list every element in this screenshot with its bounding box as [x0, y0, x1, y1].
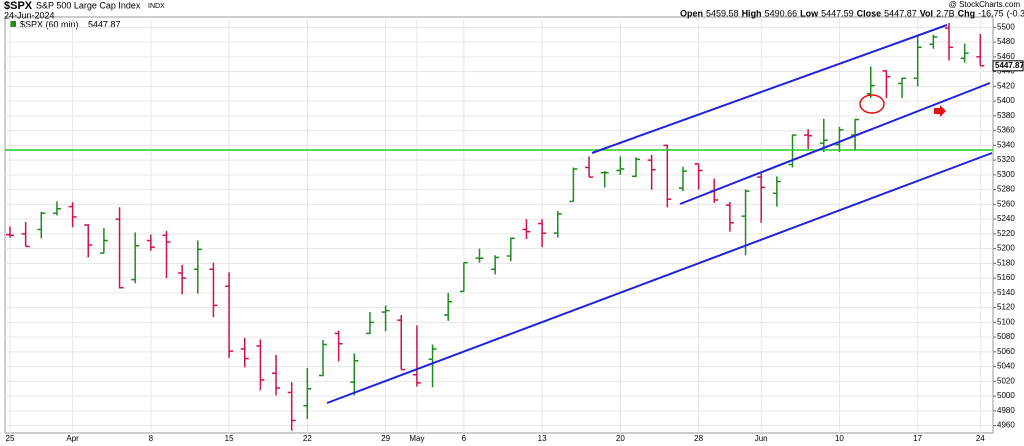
y-tick-label: 4960 — [997, 421, 1015, 430]
y-tick-label: 5360 — [997, 126, 1015, 135]
y-tick-label: 5140 — [997, 288, 1015, 297]
x-tick-label: 10 — [835, 434, 844, 443]
legend-swatch — [10, 21, 16, 27]
y-tick-label: 5000 — [997, 391, 1015, 400]
y-tick-label: 5300 — [997, 170, 1015, 179]
circle-annotation — [859, 94, 885, 114]
x-tick-label: 29 — [381, 434, 390, 443]
quote-value: (-0.31%) — [1007, 8, 1024, 18]
x-tick-label: 20 — [616, 434, 625, 443]
index-name: S&P 500 Large Cap Index — [36, 0, 141, 10]
y-tick-label: 5120 — [997, 303, 1015, 312]
quote-label: Close — [857, 8, 882, 18]
x-tick-label: 6 — [462, 434, 467, 443]
quote-value: 5459.58 — [706, 8, 739, 18]
grid: 4960 4980 5000 5020 5040 5060 5080 5100 5120 5140… — [5, 17, 1015, 443]
x-tick-label: May — [409, 434, 424, 443]
plot-frame — [4, 16, 994, 434]
y-tick-label: 5400 — [997, 96, 1015, 105]
arrow-annotation — [934, 105, 946, 117]
price-box — [992, 60, 1024, 72]
date: 24-Jun-2024 — [4, 10, 55, 20]
y-tick-label: 5180 — [997, 258, 1015, 267]
quote-value: 5490.66 — [765, 8, 798, 18]
y-tick-label: 5040 — [997, 362, 1015, 371]
source: @ StockCharts.com — [949, 0, 1021, 9]
y-tick-label: 5480 — [997, 37, 1015, 46]
quote-label: Low — [800, 8, 819, 18]
legend-label: $SPX (60 min) — [20, 19, 79, 29]
quote-label: High — [742, 8, 762, 18]
y-tick-label: 5420 — [997, 81, 1015, 90]
symbol: $SPX — [4, 0, 33, 12]
x-tick-label: 17 — [913, 434, 922, 443]
quote-label: Chg — [958, 8, 976, 18]
legend-value: 5447.87 — [88, 19, 121, 29]
quote-value: 2.7B — [936, 8, 955, 18]
y-tick-label: 5080 — [997, 332, 1015, 341]
price-box-label: 5447.87 — [995, 61, 1024, 70]
y-tick-label: 5160 — [997, 273, 1015, 282]
x-tick-label: 13 — [538, 434, 547, 443]
quote-label: Open — [680, 8, 703, 18]
y-tick-label: 5460 — [997, 52, 1015, 61]
y-tick-label: 5200 — [997, 244, 1015, 253]
y-tick-label: 5280 — [997, 185, 1015, 194]
x-tick-label: 24 — [976, 434, 985, 443]
quote-value: 5447.87 — [884, 8, 917, 18]
y-tick-label: 5320 — [997, 155, 1015, 164]
x-tick-label: Jun — [755, 434, 768, 443]
x-tick-label: 22 — [303, 434, 312, 443]
exchange: INDX — [148, 3, 165, 10]
y-tick-label: 5020 — [997, 376, 1015, 385]
x-tick-label: 15 — [225, 434, 234, 443]
x-tick-label: 28 — [694, 434, 703, 443]
quote-value: -16.75 — [978, 8, 1004, 18]
y-tick-label: 5260 — [997, 199, 1015, 208]
y-tick-label: 5060 — [997, 347, 1015, 356]
quote-label: Vol — [920, 8, 933, 18]
y-tick-label: 5220 — [997, 229, 1015, 238]
trend-line — [591, 24, 948, 154]
bars — [6, 22, 985, 431]
x-tick-label: 25 — [6, 434, 15, 443]
y-tick-label: 5380 — [997, 111, 1015, 120]
x-tick-label: 8 — [149, 434, 154, 443]
y-tick-label: 4980 — [997, 406, 1015, 415]
y-tick-label: 5240 — [997, 214, 1015, 223]
quote-line: Open 5459.58 High 5490.66 Low 5447.59 Close 544… — [680, 8, 1024, 18]
y-tick-label: 5500 — [997, 22, 1015, 31]
trend-line — [679, 82, 991, 205]
quote-value: 5447.59 — [821, 8, 854, 18]
trend-line — [326, 152, 993, 404]
y-tick-label: 5100 — [997, 317, 1015, 326]
y-tick-label: 5340 — [997, 140, 1015, 149]
x-tick-label: Apr — [66, 434, 79, 443]
